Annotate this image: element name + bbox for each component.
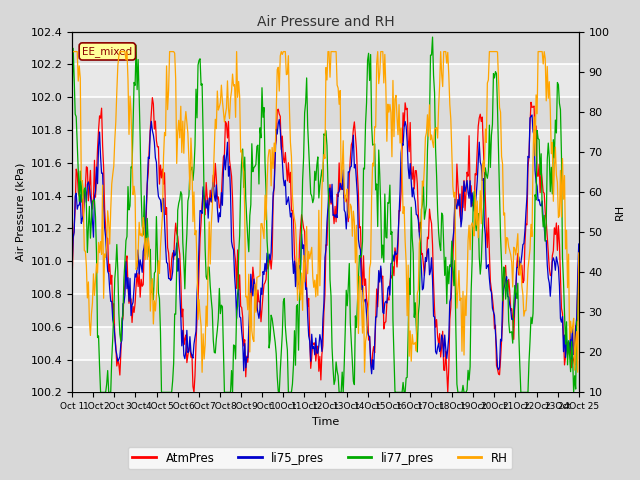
li75_pres	[575, 241, 582, 247]
RH	[484, 77, 492, 83]
Bar	[72, 163, 579, 195]
Bar	[72, 360, 579, 392]
RH	[564, 285, 572, 290]
Line: li77_pres: li77_pres	[72, 37, 579, 392]
li77_pres	[486, 122, 493, 128]
Line: AtmPres: AtmPres	[72, 97, 579, 392]
Bar	[72, 97, 579, 130]
RH	[371, 124, 378, 130]
li75_pres	[564, 339, 572, 345]
li77_pres	[575, 276, 582, 281]
Bar	[72, 32, 579, 64]
AtmPres	[486, 250, 493, 255]
AtmPres	[575, 258, 582, 264]
li77_pres	[97, 389, 104, 395]
AtmPres	[190, 389, 198, 395]
RH	[310, 285, 317, 290]
RH	[344, 186, 351, 192]
Legend: AtmPres, li75_pres, li77_pres, RH: AtmPres, li75_pres, li77_pres, RH	[128, 447, 512, 469]
Line: RH: RH	[72, 51, 579, 372]
Text: EE_mixed: EE_mixed	[83, 46, 132, 57]
li75_pres	[528, 112, 536, 118]
RH	[198, 370, 206, 375]
AtmPres	[564, 347, 572, 352]
AtmPres	[344, 219, 352, 225]
Line: li75_pres: li75_pres	[72, 115, 579, 374]
li75_pres	[68, 262, 76, 268]
Bar	[72, 294, 579, 327]
li75_pres	[309, 346, 317, 351]
AtmPres	[314, 343, 322, 349]
X-axis label: Time: Time	[312, 417, 339, 427]
AtmPres	[148, 95, 156, 100]
li75_pres	[312, 335, 319, 341]
li77_pres	[310, 196, 317, 202]
RH	[575, 250, 582, 256]
li77_pres	[564, 338, 572, 344]
Bar	[72, 228, 579, 261]
li75_pres	[368, 371, 376, 377]
li77_pres	[371, 141, 378, 147]
Title: Air Pressure and RH: Air Pressure and RH	[257, 15, 394, 29]
RH	[313, 272, 321, 277]
Y-axis label: RH: RH	[615, 204, 625, 220]
Y-axis label: Air Pressure (kPa): Air Pressure (kPa)	[15, 163, 25, 261]
li77_pres	[429, 34, 436, 40]
li75_pres	[371, 341, 378, 347]
li75_pres	[342, 226, 350, 232]
li77_pres	[68, 93, 76, 98]
RH	[68, 48, 76, 54]
AtmPres	[372, 317, 380, 323]
li75_pres	[484, 262, 492, 267]
AtmPres	[311, 340, 319, 346]
li77_pres	[344, 303, 351, 309]
li77_pres	[313, 163, 321, 168]
AtmPres	[68, 276, 76, 281]
